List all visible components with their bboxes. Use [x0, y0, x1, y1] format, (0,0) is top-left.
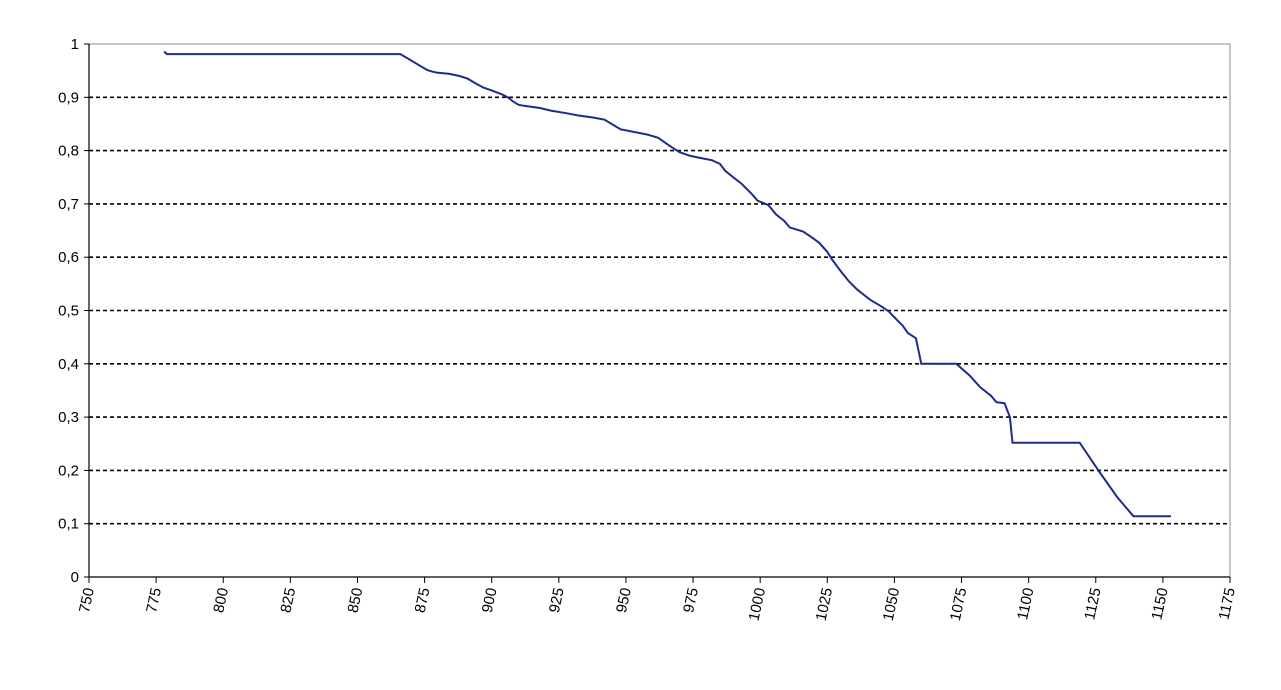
x-tick-label-2: 800 [210, 586, 232, 614]
y-tick-label-10: 1 [71, 36, 79, 53]
series-group [163, 50, 1171, 518]
y-tick-label-2: 0,2 [58, 462, 79, 479]
y-tick-label-4: 0,4 [58, 356, 79, 373]
x-tick-label-12: 1050 [880, 586, 904, 622]
x-tick-label-1: 775 [143, 586, 165, 614]
x-tick-label-10: 1000 [746, 586, 770, 622]
x-tick-label-7: 925 [546, 586, 568, 614]
y-tick-label-9: 0,9 [58, 89, 79, 106]
x-axis-ticks: 750 775 800 825 850 875 900 925 950 975 1000 1025 10… [76, 577, 1239, 622]
y-tick-label-3: 0,3 [58, 409, 79, 426]
x-tick-label-4: 850 [345, 586, 367, 614]
y-axis-ticks: 0 0,1 0,2 0,3 0,4 0,5 0,6 0,7 0,8 0,9 1 [58, 36, 89, 586]
x-tick-label-9: 975 [680, 586, 702, 614]
x-tick-label-14: 1100 [1014, 586, 1037, 621]
x-tick-label-15: 1125 [1081, 586, 1104, 621]
x-tick-label-6: 900 [479, 586, 501, 614]
y-tick-label-6: 0,6 [58, 249, 79, 266]
y-tick-label-1: 0,1 [58, 516, 79, 533]
grid-lines [89, 96, 1230, 525]
x-tick-label-17: 1175 [1216, 586, 1239, 621]
x-tick-label-16: 1150 [1148, 586, 1171, 621]
y-tick-label-0: 0 [71, 569, 79, 586]
y-tick-label-8: 0,8 [58, 143, 79, 160]
x-tick-label-11: 1025 [813, 586, 837, 622]
x-tick-label-0: 750 [76, 586, 98, 614]
y-tick-label-7: 0,7 [58, 196, 79, 213]
y-tick-label-5: 0,5 [58, 303, 79, 320]
x-tick-label-5: 875 [412, 586, 434, 614]
x-tick-label-3: 825 [277, 586, 299, 614]
series-line-0 [163, 50, 1171, 518]
x-tick-label-13: 1075 [947, 586, 971, 622]
x-tick-label-8: 950 [613, 586, 635, 614]
